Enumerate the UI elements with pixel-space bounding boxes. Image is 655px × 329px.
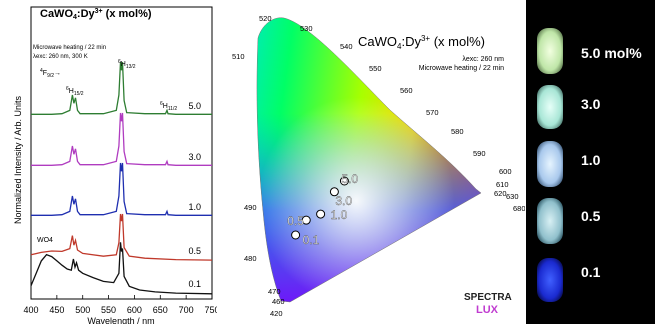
series-label-5-0: 5.0 xyxy=(188,101,201,111)
cie-point-label-5-0: 5.0 xyxy=(341,172,358,186)
series-label-0-1: 0.1 xyxy=(188,279,201,289)
x-tick-label: 600 xyxy=(127,305,142,315)
cie-point-label-3-0: 3.0 xyxy=(335,194,352,208)
vial-images xyxy=(537,28,563,302)
peak-label: 6H15/2 xyxy=(66,86,84,97)
peak-label: WO4 xyxy=(37,237,53,244)
vial-1-0 xyxy=(537,141,563,187)
cie-point-1-0 xyxy=(316,209,326,219)
vial-photo xyxy=(526,0,655,324)
spectra-annotation-excitation: λexc: 260 nm, 300 K xyxy=(33,54,88,60)
series-label-0-5: 0.5 xyxy=(188,246,201,256)
cie-point-0-1 xyxy=(291,230,301,240)
peak-label: 6H13/2 xyxy=(118,59,136,70)
vial-label-0-1: 0.1 xyxy=(581,264,601,280)
wavelength-label-590: 590 xyxy=(473,149,486,158)
cie-point-0-5 xyxy=(301,215,311,225)
series-line-0-1 xyxy=(30,242,213,295)
spectra-title: CaWO4:Dy3+ (x mol%) xyxy=(40,8,152,21)
wavelength-label-540: 540 xyxy=(340,42,353,51)
wavelength-label-600: 600 xyxy=(499,167,512,176)
wavelength-label-530: 530 xyxy=(300,24,313,33)
logo-spectra: SPECTRA xyxy=(464,292,512,303)
vial-label-5-0: 5.0 mol% xyxy=(581,45,642,61)
wavelength-label-510: 510 xyxy=(232,52,245,61)
wavelength-label-620: 620 xyxy=(494,189,507,198)
vial-0-5 xyxy=(537,198,563,244)
x-tick-label: 450 xyxy=(49,305,64,315)
emission-spectra-chart: CaWO4:Dy3+ (x mol%) Microwave heating / … xyxy=(13,6,217,324)
peak-label: 6H11/2 xyxy=(160,101,177,112)
series-line-3-0 xyxy=(31,112,212,166)
vial-3-0 xyxy=(537,85,563,129)
vial-label-1-0: 1.0 xyxy=(581,152,601,168)
x-tick-label: 700 xyxy=(179,305,194,315)
x-axis-label: Wavelength / nm xyxy=(87,316,154,324)
series-line-0-5 xyxy=(30,213,213,261)
wavelength-label-680: 680 xyxy=(513,204,525,213)
series-line-5-0 xyxy=(31,61,212,115)
logo-lux: LUX xyxy=(476,304,499,316)
series-label-1-0: 1.0 xyxy=(188,202,201,212)
peak-label: 4F9/2→ xyxy=(40,68,61,79)
wavelength-label-550: 550 xyxy=(369,64,382,73)
wavelength-label-480: 480 xyxy=(244,254,257,263)
wavelength-label-520: 520 xyxy=(259,14,272,23)
series-label-3-0: 3.0 xyxy=(188,152,201,162)
vial-label-3-0: 3.0 xyxy=(581,96,601,112)
x-tick-label: 650 xyxy=(153,305,168,315)
cie-locus-outline xyxy=(256,17,482,303)
cie-title: CaWO4:Dy3+ (x mol%) xyxy=(358,34,485,51)
vial-5-0 xyxy=(537,28,563,74)
wavelength-label-460: 460 xyxy=(272,297,285,306)
y-axis-label: Normalized Intensity / Arb. Units xyxy=(13,95,23,224)
x-tick-label: 400 xyxy=(23,305,38,315)
cie-point-label-0-5: 0.5 xyxy=(287,214,304,228)
wavelength-label-580: 580 xyxy=(451,127,464,136)
cie-point-3-0 xyxy=(329,187,339,197)
wavelength-label-610: 610 xyxy=(496,180,509,189)
x-tick-label: 550 xyxy=(101,305,116,315)
wavelength-label-570: 570 xyxy=(426,108,439,117)
wavelength-label-420: 420 xyxy=(270,309,283,318)
cie-point-label-0-1: 0.1 xyxy=(303,233,320,247)
wavelength-label-560: 560 xyxy=(400,86,413,95)
x-tick-label: 750 xyxy=(204,305,217,315)
vial-0-1 xyxy=(537,258,563,302)
plot-frame xyxy=(30,6,213,300)
wavelength-label-490: 490 xyxy=(244,203,257,212)
cie-point-5-0 xyxy=(339,176,349,186)
series-line-1-0 xyxy=(31,162,212,216)
spectralux-logo: SPECTRA LUX xyxy=(464,292,512,316)
x-tick-label: 500 xyxy=(75,305,90,315)
vial-label-0-5: 0.5 xyxy=(581,208,601,224)
cie-point-label-1-0: 1.0 xyxy=(331,208,348,222)
wavelength-label-630: 630 xyxy=(506,192,519,201)
cie-annotation-excitation: λexc: 260 nm xyxy=(462,56,504,63)
wavelength-label-470: 470 xyxy=(268,287,281,296)
cie-annotation-heating: Microwave heating / 22 min xyxy=(419,65,504,72)
spectra-annotation-heating: Microwave heating / 22 min xyxy=(33,45,106,51)
